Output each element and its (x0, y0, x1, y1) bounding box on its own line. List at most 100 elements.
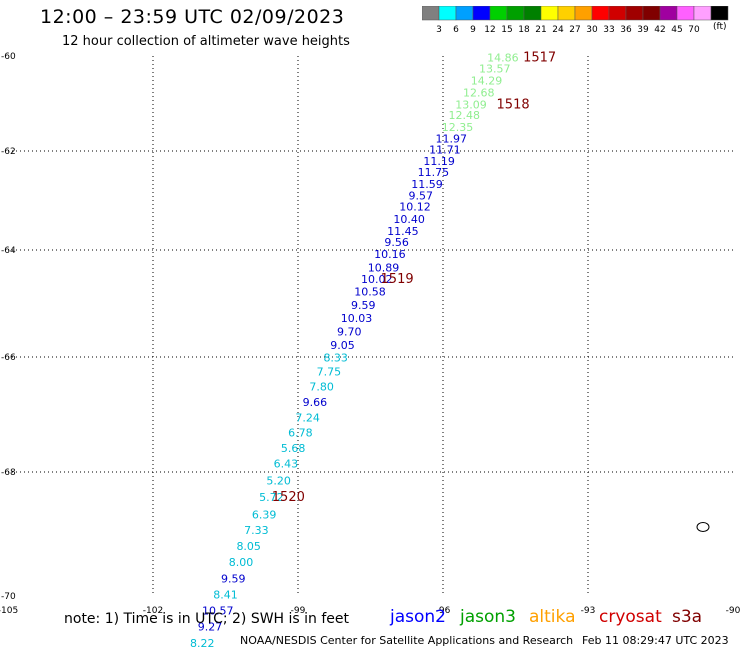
x-tick-label: -102 (143, 606, 163, 616)
legend-swatch (676, 5, 695, 21)
wave-height-label: 6.43 (274, 457, 299, 470)
legend-swatch (642, 5, 661, 21)
satellite-label: s3a (672, 607, 703, 627)
legend-tick-label: 3 (436, 25, 442, 35)
wave-height-label: 9.56 (384, 236, 409, 249)
pass-number-label: 1519 (381, 272, 414, 287)
wave-height-label: 10.89 (368, 261, 400, 274)
wave-height-label: 8.05 (236, 540, 261, 553)
wave-height-label: 11.45 (387, 225, 419, 238)
legend-swatch (659, 5, 678, 21)
wave-height-label: 7.80 (309, 380, 334, 393)
x-tick-label: -99 (291, 606, 306, 616)
legend-swatch (523, 5, 542, 21)
legend-swatch (608, 5, 627, 21)
color-legend-bar: 3 6 9 12 15 18 21 24 27 30 33 36 39 42 45 70 (421, 5, 729, 35)
legend-swatch (591, 5, 610, 21)
y-tick-label: -60 (1, 52, 16, 62)
legend-tick-label: 42 (654, 25, 665, 35)
wave-height-points: 14.8613.5714.2912.6813.0912.4812.3511.97… (190, 52, 519, 650)
wave-height-label: 11.19 (423, 155, 455, 168)
legend-tick-label: 24 (552, 25, 564, 35)
legend-swatch (710, 5, 729, 21)
legend-swatch (557, 5, 576, 21)
legend-swatch (489, 5, 508, 21)
wave-height-label: 13.09 (455, 98, 487, 111)
y-tick-label: -68 (1, 468, 16, 478)
wave-height-label: 9.59 (221, 572, 246, 585)
legend-tick-label: 12 (484, 25, 495, 35)
legend-tick-label: 6 (453, 25, 459, 35)
wave-height-label: 13.57 (479, 63, 511, 76)
wave-height-label: 14.29 (471, 75, 503, 88)
wave-height-label: 9.66 (303, 396, 328, 409)
wave-height-label: 11.97 (435, 132, 467, 145)
wave-height-label: 8.41 (213, 588, 238, 601)
wave-height-label: 9.27 (198, 621, 223, 634)
y-tick-label: -66 (1, 353, 16, 363)
x-tick-label: -90 (726, 606, 740, 616)
wave-height-label: 10.16 (374, 248, 406, 261)
wave-height-label: 10.03 (341, 312, 373, 325)
legend-tick-label: 27 (569, 25, 580, 35)
wave-height-label: 6.78 (288, 426, 313, 439)
y-tick-label: -62 (1, 147, 16, 157)
legend-swatch (455, 5, 474, 21)
x-tick-label: -96 (436, 606, 451, 616)
chart-title: 12:00 – 23:59 UTC 02/09/2023 (40, 6, 345, 28)
wave-height-label: 7.75 (317, 365, 342, 378)
wave-height-label: 10.12 (399, 200, 431, 213)
wave-height-label: 10.40 (393, 213, 425, 226)
legend-tick-label: 15 (501, 25, 512, 35)
satellite-jason2: jason2 (390, 607, 446, 627)
wave-height-label: 9.05 (330, 339, 355, 352)
wave-height-label: 8.00 (229, 556, 254, 569)
color-legend: 3 6 9 12 15 18 21 24 27 30 33 36 39 42 45 70 (421, 5, 732, 45)
legend-tick-label: 9 (470, 25, 476, 35)
wave-height-label: 12.68 (463, 86, 495, 99)
satellite-label: jason3 (460, 607, 516, 627)
legend-tick-label: 21 (535, 25, 546, 35)
grid-lines (8, 56, 733, 596)
wave-height-label: 11.71 (429, 143, 461, 156)
wave-height-label: 14.86 (487, 52, 519, 65)
pass-number-label: 1520 (272, 490, 305, 505)
satellite-altika: altika (529, 607, 576, 627)
wave-height-label: 7.33 (244, 524, 269, 537)
pass-number-label: 1517 (523, 51, 556, 66)
pass-labels: 1517 1518 1519 1520 (272, 51, 556, 505)
wave-height-label: 11.59 (411, 178, 443, 191)
pass-number-label: 1518 (497, 97, 530, 112)
wave-height-label: 9.70 (337, 326, 362, 339)
wave-height-label: 5.68 (281, 442, 306, 455)
footer-note: note: 1) Time is in UTC; 2) SWH is in fe… (64, 611, 350, 627)
wave-height-label: 5.20 (266, 474, 291, 487)
legend-tick-label: 18 (518, 25, 530, 35)
wave-height-label: 10.57 (202, 605, 234, 618)
legend-tick-label: 33 (603, 25, 614, 35)
legend-swatch (438, 5, 457, 21)
legend-swatch (540, 5, 559, 21)
legend-swatch (574, 5, 593, 21)
footer-timestamp: Feb 11 08:29:47 UTC 2023 (582, 634, 729, 647)
satellite-label: jason2 (390, 607, 446, 627)
satellite-cryosat: cryosat (599, 607, 662, 627)
legend-swatch (421, 5, 440, 21)
wave-height-label: 9.57 (409, 190, 434, 203)
legend-tick-label: 39 (637, 25, 649, 35)
y-tick-label: -70 (1, 592, 16, 602)
wave-height-label: 8.22 (190, 637, 215, 650)
legend-swatch (693, 5, 712, 21)
legend-swatch (625, 5, 644, 21)
legend-swatch (506, 5, 525, 21)
wave-height-label: 5.72 (259, 491, 284, 504)
satellite-label: cryosat (599, 607, 662, 627)
x-tick-label: -93 (581, 606, 596, 616)
legend-tick-label: 36 (620, 25, 632, 35)
chart-subtitle: 12 hour collection of altimeter wave hei… (62, 34, 350, 49)
wave-height-label: 12.35 (442, 121, 474, 134)
island-outline (696, 522, 710, 532)
wave-height-label: 6.39 (252, 509, 277, 522)
legend-tick-label: 30 (586, 25, 598, 35)
wave-height-label: 10.02 (361, 273, 393, 286)
